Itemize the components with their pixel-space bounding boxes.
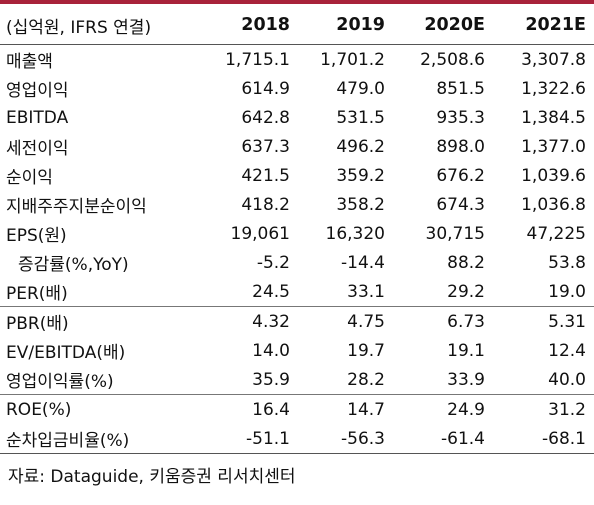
row-label: ROE(%) bbox=[0, 394, 206, 424]
table-cell: 1,039.6 bbox=[521, 165, 586, 186]
table-cell: 4.75 bbox=[298, 306, 393, 336]
table-cell: 1,384.5 bbox=[521, 107, 586, 128]
table-cell: 479.0 bbox=[336, 78, 385, 99]
table-cell: 674.3 bbox=[436, 194, 485, 215]
table-cell: -68.1 bbox=[493, 424, 594, 454]
table-row: EPS(원) 19,061 16,320 30,715 47,225 bbox=[0, 219, 594, 248]
table-cell: 31.2 bbox=[493, 394, 594, 424]
table-row: 증감률(%,YoY) -5.2 -14.4 88.2 53.8 bbox=[0, 248, 594, 277]
col-header: 2019 bbox=[336, 15, 385, 35]
table-cell: -51.1 bbox=[206, 424, 298, 454]
table-cell: 19,061 bbox=[230, 223, 290, 244]
table-cell: 935.3 bbox=[436, 107, 485, 128]
row-label: 지배주주지분순이익 bbox=[6, 197, 147, 217]
table-cell: 16,320 bbox=[325, 223, 385, 244]
table-cell: 28.2 bbox=[347, 369, 385, 390]
table-cell: 5.31 bbox=[493, 306, 594, 336]
table-cell: 421.5 bbox=[241, 165, 290, 186]
table-cell: 47,225 bbox=[526, 223, 586, 244]
table-cell: 418.2 bbox=[241, 194, 290, 215]
table-cell: -5.2 bbox=[256, 252, 290, 273]
table-row: PBR(배) 4.32 4.75 6.73 5.31 bbox=[0, 306, 594, 336]
row-label: 세전이익 bbox=[6, 139, 69, 159]
table-cell: 53.8 bbox=[548, 252, 586, 273]
table-cell: 24.9 bbox=[393, 394, 493, 424]
table-cell: 35.9 bbox=[252, 369, 290, 390]
table-cell: 2,508.6 bbox=[420, 49, 485, 70]
table-cell: 1,701.2 bbox=[320, 49, 385, 70]
table-cell: 676.2 bbox=[436, 165, 485, 186]
table-row: 순이익 421.5 359.2 676.2 1,039.6 bbox=[0, 161, 594, 190]
table-cell: 33.9 bbox=[447, 369, 485, 390]
col-header: 2021E bbox=[525, 15, 586, 35]
financial-table: (십억원, IFRS 연결) 2018 2019 2020E 2021E 매출액… bbox=[0, 6, 594, 454]
table-row: 세전이익 637.3 496.2 898.0 1,377.0 bbox=[0, 132, 594, 161]
row-label: PER(배) bbox=[6, 284, 68, 304]
table-cell: 4.32 bbox=[206, 306, 298, 336]
row-label: 영업이익 bbox=[6, 81, 69, 101]
table-row: ROE(%) 16.4 14.7 24.9 31.2 bbox=[0, 394, 594, 424]
table-row: EV/EBITDA(배) 14.0 19.7 19.1 12.4 bbox=[0, 336, 594, 365]
table-cell: 33.1 bbox=[347, 281, 385, 302]
table-cell: 637.3 bbox=[241, 136, 290, 157]
table-cell: 1,322.6 bbox=[521, 78, 586, 99]
col-header: 2020E bbox=[424, 15, 485, 35]
row-label: EBITDA bbox=[6, 107, 69, 128]
table-cell: 88.2 bbox=[447, 252, 485, 273]
col-header: 2018 bbox=[241, 15, 290, 35]
table-cell: 40.0 bbox=[548, 369, 586, 390]
row-label: 증감률(%,YoY) bbox=[18, 255, 129, 275]
table-cell: 19.0 bbox=[548, 281, 586, 302]
table-cell: 30,715 bbox=[425, 223, 485, 244]
row-label: 매출액 bbox=[6, 52, 53, 72]
row-label: 순차입금비율(%) bbox=[0, 424, 206, 454]
table-row: 지배주주지분순이익 418.2 358.2 674.3 1,036.8 bbox=[0, 190, 594, 219]
table-cell: -56.3 bbox=[298, 424, 393, 454]
table-cell: 19.1 bbox=[447, 340, 485, 361]
table-cell: 16.4 bbox=[206, 394, 298, 424]
table-cell: 1,036.8 bbox=[521, 194, 586, 215]
table-cell: 29.2 bbox=[447, 281, 485, 302]
row-label: EPS(원) bbox=[6, 226, 67, 246]
row-label: PBR(배) bbox=[0, 306, 206, 336]
table-row: 영업이익률(%) 35.9 28.2 33.9 40.0 bbox=[0, 365, 594, 395]
table-cell: 531.5 bbox=[336, 107, 385, 128]
table-cell: 14.7 bbox=[298, 394, 393, 424]
row-label: 순이익 bbox=[6, 168, 53, 188]
table-cell: 614.9 bbox=[241, 78, 290, 99]
table-row: EBITDA 642.8 531.5 935.3 1,384.5 bbox=[0, 103, 594, 132]
row-label: 영업이익률(%) bbox=[6, 372, 114, 392]
table-cell: 358.2 bbox=[336, 194, 385, 215]
table-cell: -61.4 bbox=[393, 424, 493, 454]
table-cell: -14.4 bbox=[341, 252, 385, 273]
table-cell: 642.8 bbox=[241, 107, 290, 128]
table-cell: 1,377.0 bbox=[521, 136, 586, 157]
table-cell: 24.5 bbox=[252, 281, 290, 302]
table-cell: 6.73 bbox=[393, 306, 493, 336]
table-row: 매출액 1,715.1 1,701.2 2,508.6 3,307.8 bbox=[0, 45, 594, 75]
table-cell: 12.4 bbox=[548, 340, 586, 361]
table-row: PER(배) 24.5 33.1 29.2 19.0 bbox=[0, 277, 594, 307]
table-cell: 14.0 bbox=[252, 340, 290, 361]
table-cell: 851.5 bbox=[436, 78, 485, 99]
table-cell: 496.2 bbox=[336, 136, 385, 157]
table-row: 순차입금비율(%) -51.1 -56.3 -61.4 -68.1 bbox=[0, 424, 594, 454]
table-cell: 359.2 bbox=[336, 165, 385, 186]
table-cell: 3,307.8 bbox=[521, 49, 586, 70]
header-row: (십억원, IFRS 연결) 2018 2019 2020E 2021E bbox=[0, 6, 594, 45]
table-cell: 1,715.1 bbox=[225, 49, 290, 70]
row-label: EV/EBITDA(배) bbox=[6, 343, 126, 363]
source-note: 자료: Dataguide, 키움증권 리서치센터 bbox=[8, 467, 296, 487]
unit-label: (십억원, IFRS 연결) bbox=[6, 17, 152, 38]
table-cell: 19.7 bbox=[347, 340, 385, 361]
top-accent-line bbox=[0, 0, 594, 4]
table-cell: 898.0 bbox=[436, 136, 485, 157]
table-row: 영업이익 614.9 479.0 851.5 1,322.6 bbox=[0, 74, 594, 103]
